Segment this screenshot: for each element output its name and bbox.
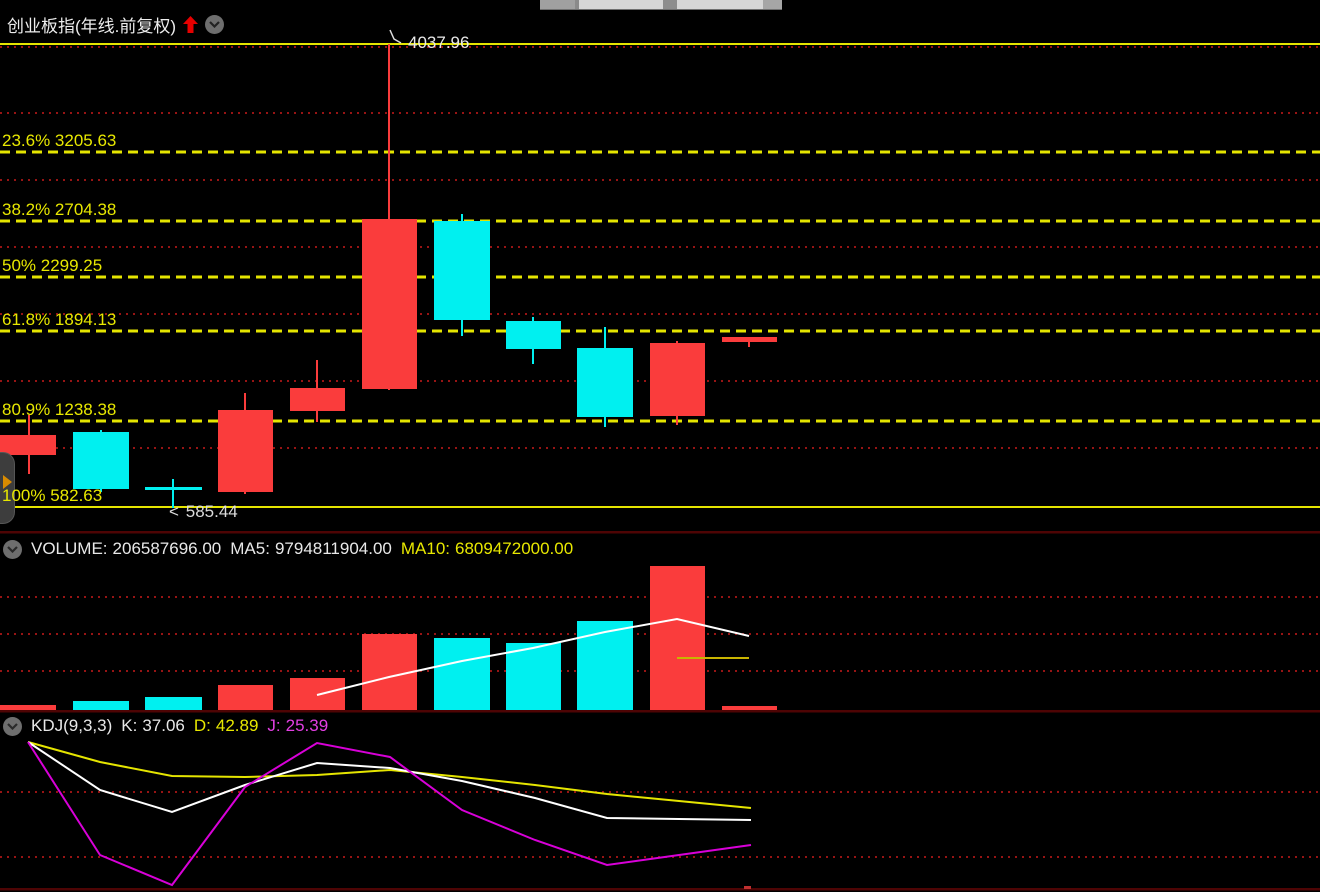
tab-fragment[interactable] <box>763 0 782 9</box>
candle-body <box>650 343 705 416</box>
fib-level-label: 23.6% 3205.63 <box>2 131 117 150</box>
volume-ma5-value: 9794811904.00 <box>274 539 392 558</box>
candle-body <box>434 221 490 320</box>
tab-fragment[interactable] <box>579 0 663 9</box>
kdj-k-value: 37.06 <box>142 716 185 735</box>
tab-fragment[interactable] <box>677 0 763 9</box>
low-marker: < <box>169 502 179 521</box>
tab-separator <box>575 0 579 9</box>
volume-bar <box>218 685 273 711</box>
top-window-strip <box>540 0 782 10</box>
fib-level-label: 80.9% 1238.38 <box>2 400 117 419</box>
page-title: 创业板指(年线.前复权) <box>7 17 177 36</box>
volume-ma10-label: MA10: <box>400 539 451 558</box>
low-price-label: < 585.44 <box>169 502 238 521</box>
candle-body <box>145 487 202 490</box>
kdj-label: KDJ(9,3,3) <box>31 716 113 735</box>
pane-divider <box>0 531 1320 534</box>
fib-level-label: 38.2% 2704.38 <box>2 200 117 219</box>
volume-bar <box>73 701 129 711</box>
fib-level-label: 100% 582.63 <box>2 486 103 505</box>
kdj-j-label: J: <box>267 716 281 735</box>
kdj-k-line <box>27 741 752 821</box>
volume-bar <box>434 638 490 711</box>
volume-pane-header: VOLUME: 206587696.00 MA5: 9794811904.00 MA… <box>3 539 573 559</box>
candle-body <box>362 219 417 389</box>
volume-bar <box>506 643 561 711</box>
volume-bar <box>0 705 56 711</box>
kdj-d-line <box>27 741 752 809</box>
high-price-label: 4037.96 <box>408 33 470 52</box>
kdj-pane-header: KDJ(9,3,3) K: 37.06 D: 42.89 J: 25.39 <box>3 716 328 736</box>
candle-body <box>218 410 273 492</box>
candle-body <box>577 348 633 417</box>
expand-arrow-icon <box>3 475 12 489</box>
candle-body <box>506 321 561 349</box>
volume-ma5-label: MA5: <box>230 539 270 558</box>
period-dropdown-icon[interactable] <box>205 15 225 34</box>
divider-tick <box>744 886 751 889</box>
candle-body <box>73 432 129 489</box>
kdj-j-line <box>27 741 752 887</box>
volume-bar <box>577 621 633 711</box>
chart-title-bar: 创业板指(年线.前复权) <box>7 12 225 37</box>
tab-separator <box>663 0 677 9</box>
tab-fragment[interactable] <box>540 0 575 9</box>
fib-level-label: 50% 2299.25 <box>2 256 103 275</box>
kdj-d-value: 42.89 <box>215 716 259 735</box>
volume-bar <box>650 566 705 711</box>
volume-collapse-icon[interactable] <box>3 539 22 559</box>
volume-label: VOLUME: <box>31 539 108 558</box>
volume-ma5-line <box>316 617 750 696</box>
kdj-collapse-icon[interactable] <box>3 716 22 736</box>
volume-bar <box>145 697 202 711</box>
candle-body <box>0 435 56 455</box>
volume-ma10-value: 6809472000.00 <box>455 539 574 558</box>
price-up-arrow-icon <box>183 16 199 33</box>
kdj-j-value: 25.39 <box>285 716 329 735</box>
high-leader-mark <box>389 29 402 44</box>
kdj-d-label: D: <box>193 716 211 735</box>
fib-level-label: 61.8% 1894.13 <box>2 310 117 329</box>
kdj-k-label: K: <box>121 716 138 735</box>
candle-body <box>290 388 345 411</box>
volume-value: 206587696.00 <box>112 539 222 558</box>
candle-body <box>722 337 777 342</box>
pane-divider <box>0 710 1320 713</box>
pane-divider <box>0 888 1320 891</box>
volume-bar <box>722 706 777 711</box>
